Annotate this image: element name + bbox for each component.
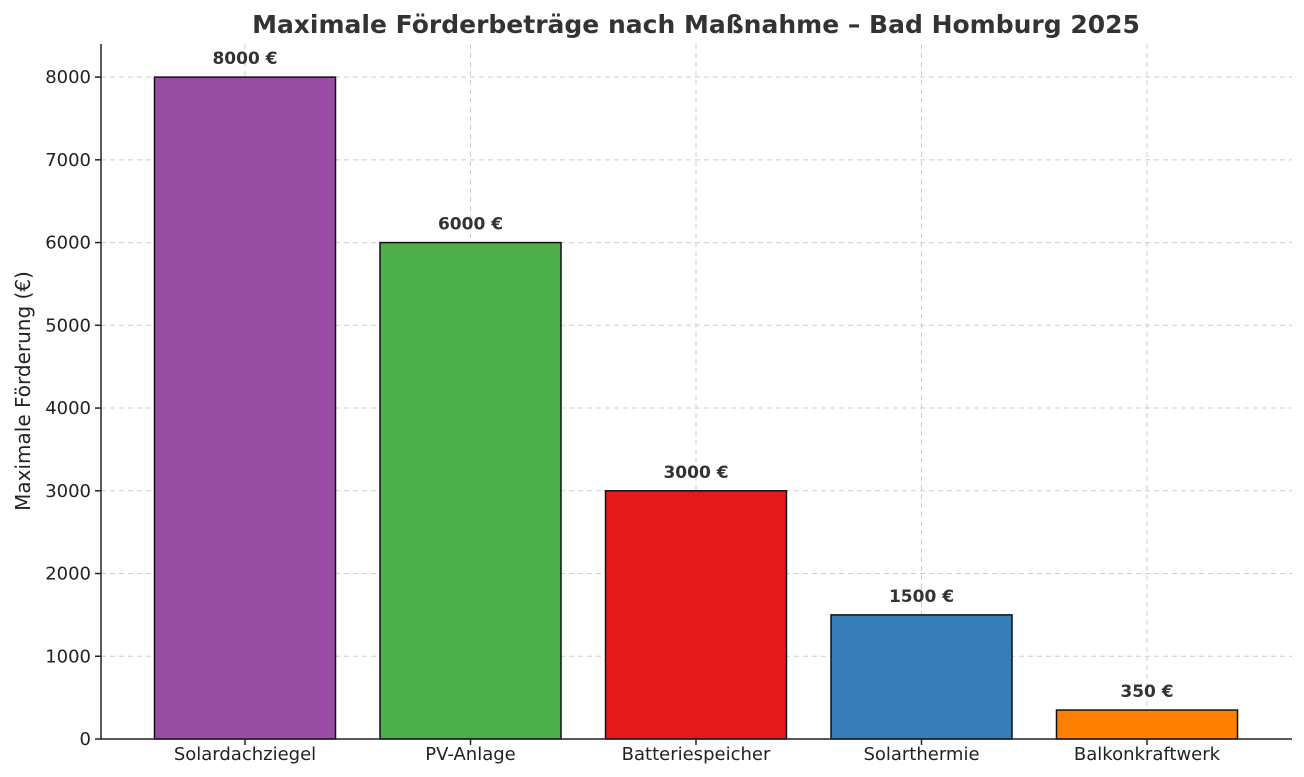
data-label: 6000 € — [438, 215, 503, 235]
bars-layer — [153, 76, 1239, 740]
x-tick-label: Batteriespeicher — [622, 744, 771, 765]
chart-title: Maximale Förderbeträge nach Maßnahme – B… — [252, 10, 1140, 39]
y-tick-label: 1000 — [45, 646, 91, 667]
y-tick-label: 5000 — [45, 315, 91, 336]
bar-solardachziegel — [153, 76, 337, 740]
y-tick-label: 8000 — [45, 67, 91, 88]
data-label: 1500 € — [889, 587, 954, 607]
bar-balkonkraftwerk — [1055, 709, 1239, 740]
data-label: 350 € — [1120, 682, 1173, 702]
data-labels-layer: 8000 € 6000 € 3000 € 1500 € 350 € — [212, 49, 1173, 702]
x-tick-label: Solarthermie — [863, 744, 979, 765]
x-tick-label: PV-Anlage — [425, 744, 515, 765]
y-axis-label: Maximale Förderung (€) — [11, 271, 35, 511]
bar-pv-anlage — [379, 241, 562, 740]
bar-batteriespeicher — [604, 490, 788, 740]
bar-solarthermie — [830, 614, 1013, 740]
tick-labels-layer: 0 1000 2000 3000 4000 5000 6000 7000 8000 Solarda… — [45, 67, 1220, 765]
x-tick-label: Solardachziegel — [174, 744, 316, 765]
data-label: 3000 € — [663, 463, 728, 483]
y-tick-label: 2000 — [45, 564, 91, 585]
y-tick-label: 0 — [80, 729, 91, 750]
data-label: 8000 € — [212, 49, 277, 69]
y-tick-label: 6000 — [45, 233, 91, 254]
y-tick-label: 3000 — [45, 481, 91, 502]
x-tick-label: Balkonkraftwerk — [1074, 744, 1221, 765]
y-tick-label: 7000 — [45, 150, 91, 171]
y-tick-label: 4000 — [45, 398, 91, 419]
